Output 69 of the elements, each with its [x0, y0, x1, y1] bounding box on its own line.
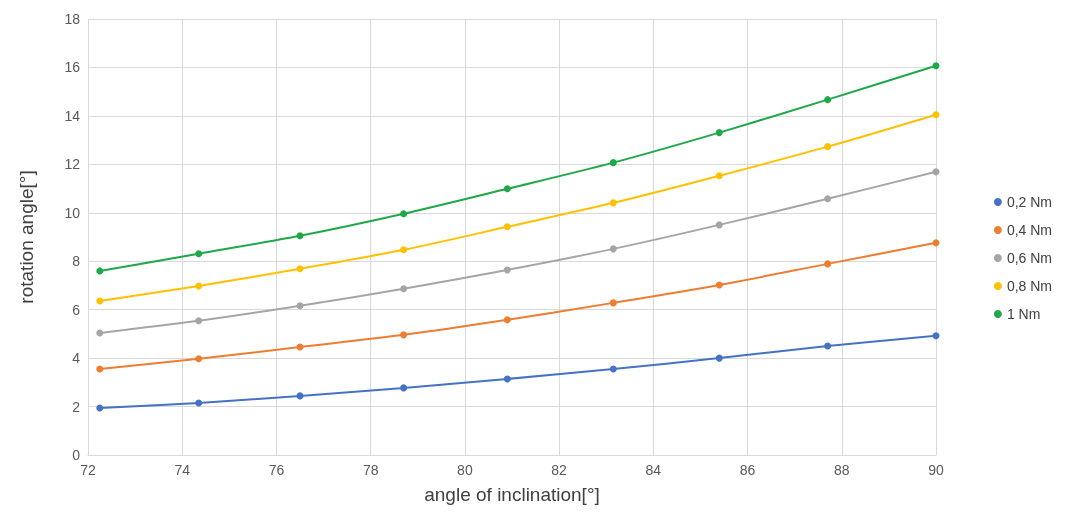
y-tick-label: 12: [64, 156, 81, 173]
point: [195, 250, 203, 258]
point: [932, 239, 940, 247]
point: [609, 199, 617, 207]
legend-label: 0,6 Nm: [1006, 250, 1052, 266]
point: [932, 332, 940, 340]
point: [715, 281, 723, 289]
point: [400, 331, 408, 339]
point: [400, 210, 408, 218]
x-tick-label: 76: [268, 462, 285, 478]
legend-label: 0,8 Nm: [1006, 278, 1052, 294]
point: [609, 245, 617, 253]
point: [609, 159, 617, 167]
x-tick-label: 88: [833, 462, 850, 478]
point: [824, 96, 832, 104]
point: [715, 221, 723, 229]
y-tick-label: 0: [72, 447, 81, 463]
point: [195, 355, 203, 363]
point: [195, 399, 203, 407]
point: [195, 282, 203, 290]
x-tick-label: 82: [551, 462, 568, 478]
point: [824, 143, 832, 151]
legend-label: 0,2 Nm: [1006, 194, 1052, 210]
x-tick-label: 80: [457, 462, 473, 478]
point: [296, 302, 304, 310]
y-tick-label: 10: [64, 204, 81, 221]
x-tick-label: 84: [645, 462, 662, 478]
x-tick-label: 72: [80, 462, 96, 478]
point: [609, 365, 617, 373]
legend-label: 0,4 Nm: [1006, 222, 1052, 238]
point: [400, 285, 408, 293]
point: [503, 266, 511, 274]
point: [932, 62, 940, 70]
point: [96, 404, 104, 412]
x-tick-label: 90: [928, 462, 944, 478]
point: [609, 299, 617, 307]
x-tick-label: 74: [174, 462, 191, 478]
point: [824, 260, 832, 268]
point: [96, 365, 104, 373]
y-tick-label: 4: [72, 350, 81, 367]
point: [96, 329, 104, 337]
point: [400, 246, 408, 254]
y-axis-title: rotation angle[°]: [16, 170, 37, 304]
y-tick-label: 16: [64, 59, 81, 76]
point: [824, 342, 832, 350]
y-tick-label: 6: [72, 301, 81, 318]
point: [296, 232, 304, 240]
point: [715, 354, 723, 362]
y-tick-label: 8: [72, 253, 81, 270]
x-axis-title: angle of inclination[°]: [424, 484, 600, 505]
point: [715, 129, 723, 137]
point: [96, 267, 104, 275]
x-tick-label: 86: [739, 462, 756, 478]
point: [503, 223, 511, 231]
legend-label: 1 Nm: [1006, 306, 1041, 322]
point: [932, 111, 940, 119]
point: [96, 297, 104, 305]
point: [824, 195, 832, 203]
point: [503, 185, 511, 193]
point: [296, 265, 304, 273]
y-tick-label: 14: [64, 107, 81, 124]
point: [400, 384, 408, 392]
y-tick-label: 2: [72, 398, 81, 415]
x-tick-label: 78: [362, 462, 379, 478]
y-tick-label: 18: [64, 11, 81, 27]
point: [195, 317, 203, 325]
point: [503, 375, 511, 383]
point: [715, 172, 723, 180]
point: [503, 316, 511, 324]
